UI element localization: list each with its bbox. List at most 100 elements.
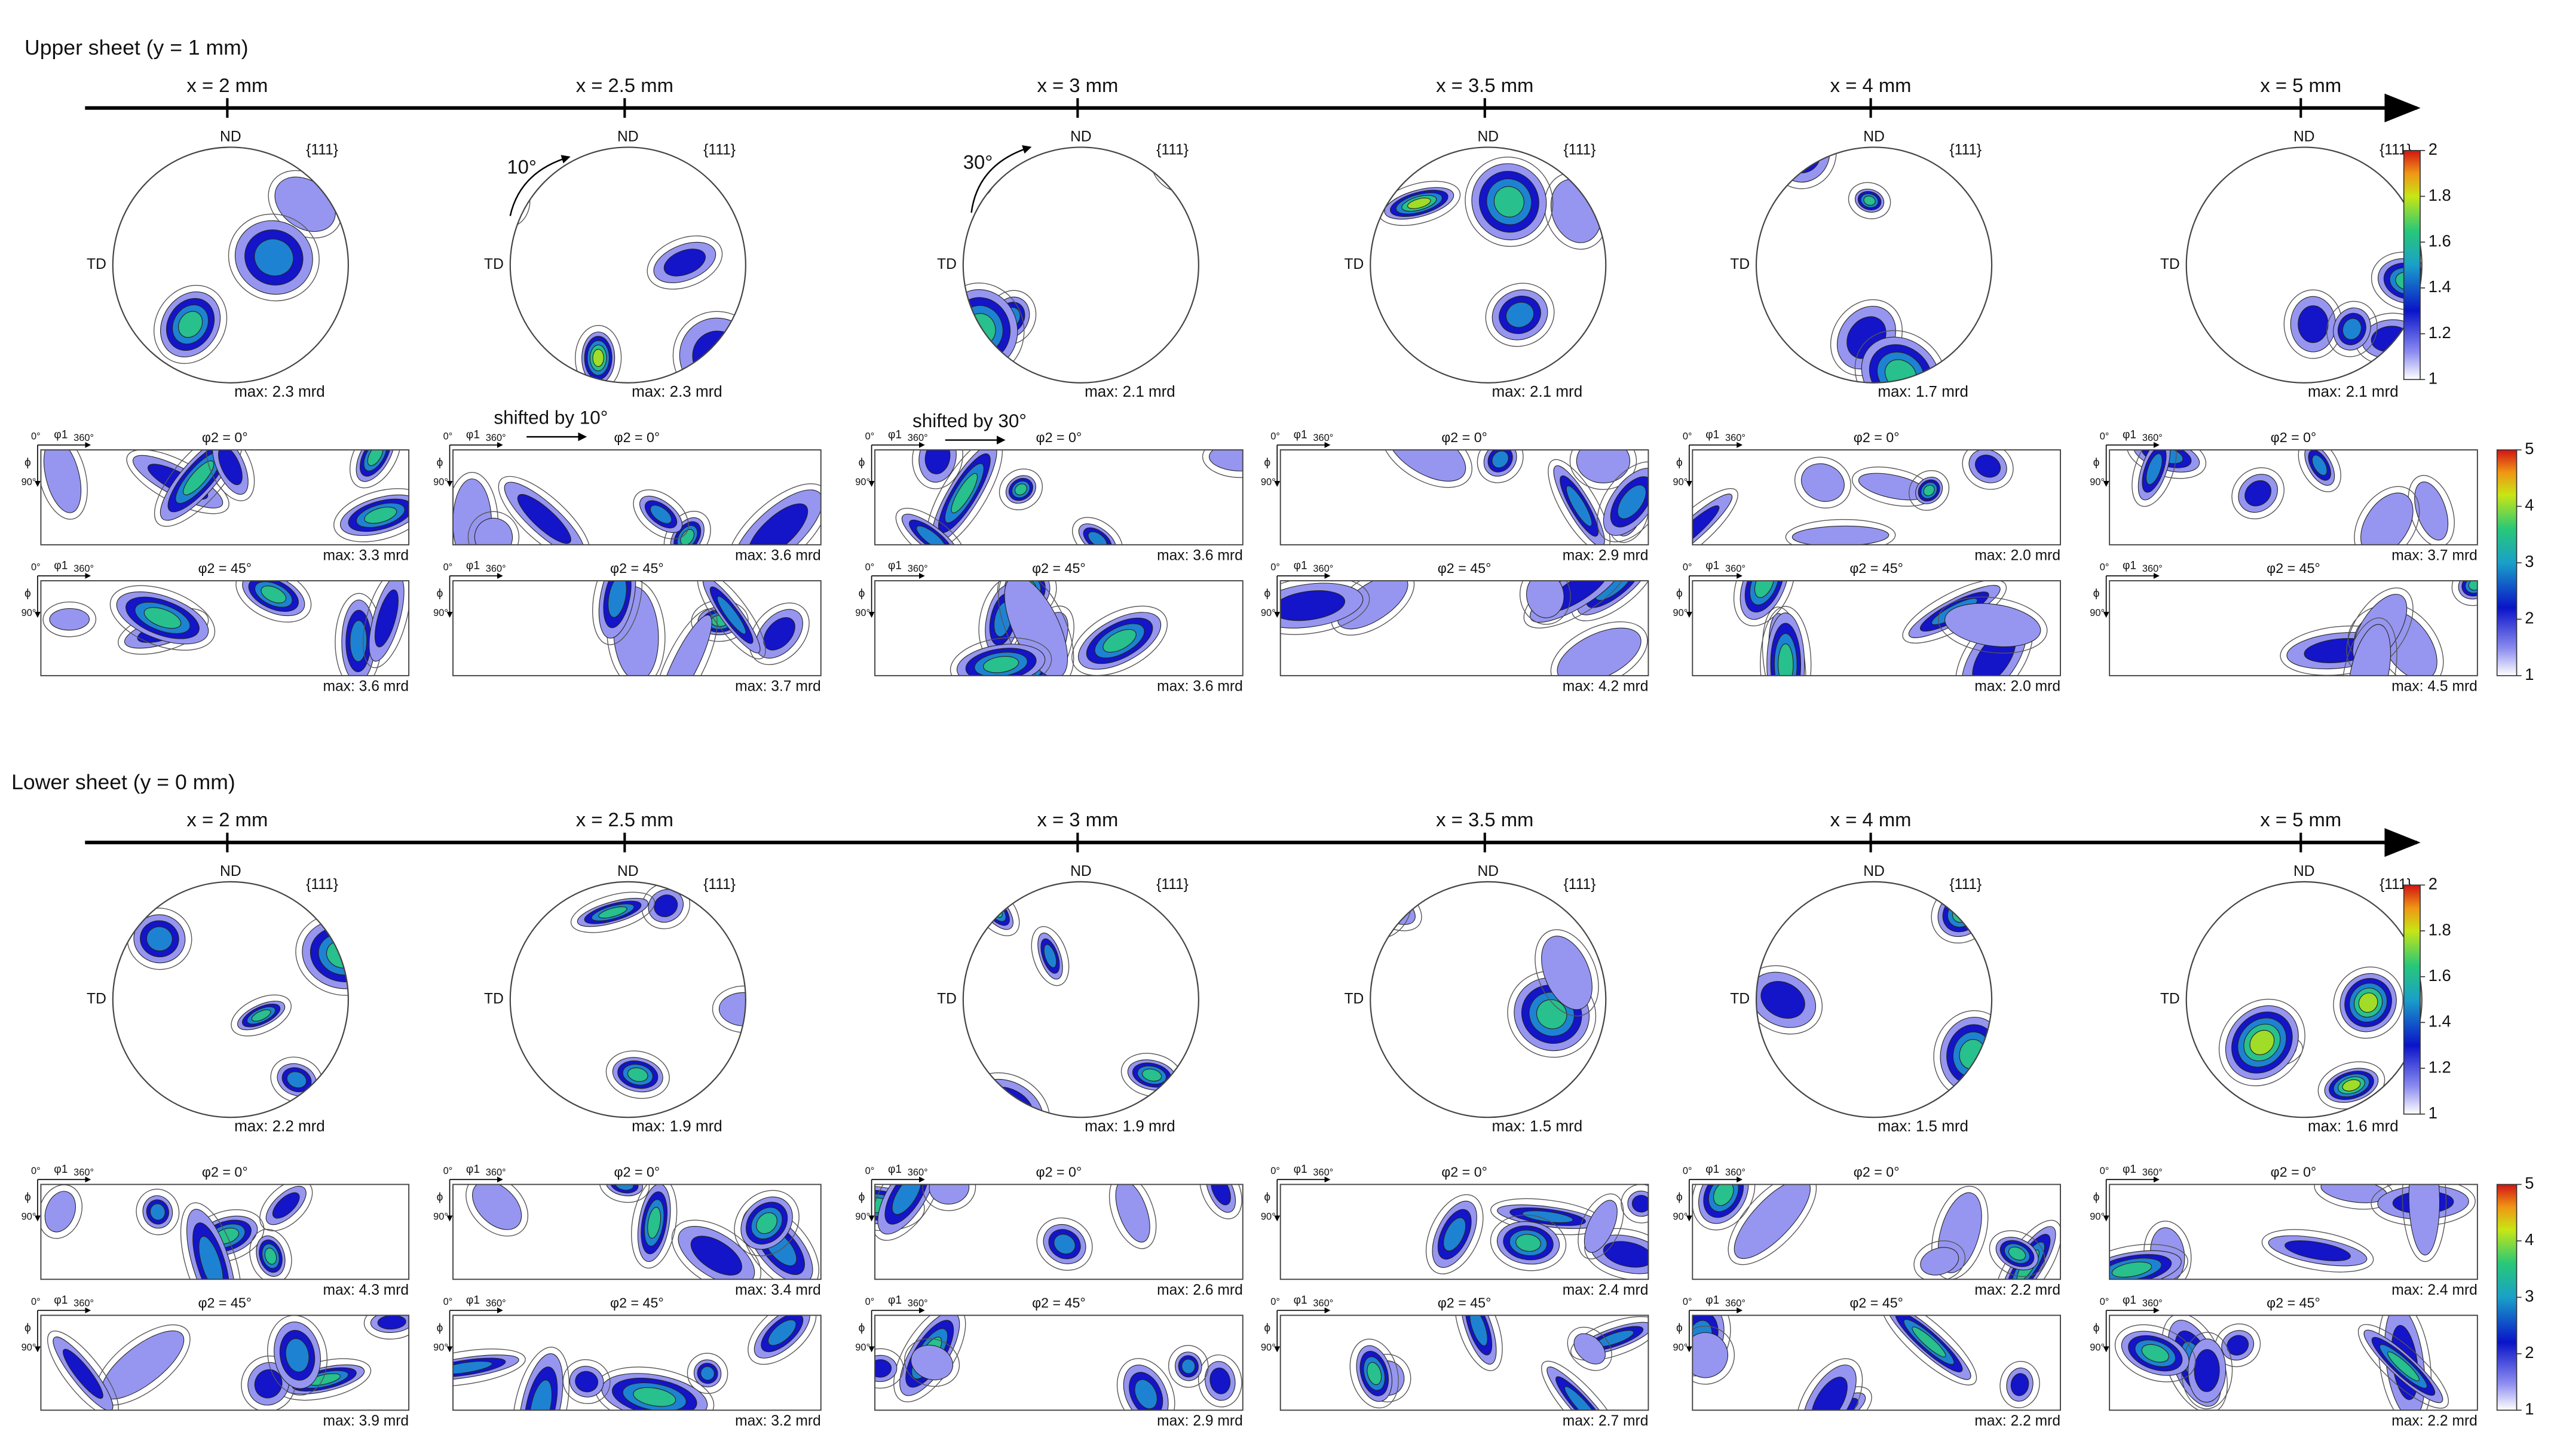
contour-outline [647,235,723,290]
contour [1515,1234,1541,1252]
contour [924,450,951,474]
odf-phi2-label: φ2 = 0° [1854,430,1900,445]
odf-axis-phi1: φ1 [888,428,902,441]
contour-outline [467,511,520,545]
contour [650,505,672,524]
contour [1754,581,1775,598]
pole-figure-background [963,881,1199,1118]
contour-outline [998,581,1074,676]
odf-axis-end: 360° [1313,563,1333,574]
odf-border [2109,1314,2478,1411]
rotation-arrow [970,145,1032,213]
contour-outline [1071,517,1123,545]
odf-axis-end: 360° [486,1298,506,1309]
contour-outline [1380,450,1472,488]
contour [1443,1217,1466,1252]
odf-axis-phi1: φ1 [1705,1294,1719,1307]
odf-section [1692,1184,2061,1280]
odf-section [1280,1315,1649,1411]
odf-axis-phi: ϕ [2093,456,2100,469]
contour-outline [1728,1184,1817,1265]
nd-label: ND [1863,863,1885,879]
odf-max-label: max: 4.2 mrd [1563,679,1649,695]
contour [1584,1200,1618,1253]
odf-axis-end: 360° [1725,433,1745,443]
odf-axis-phi1: φ1 [54,559,68,572]
contour-outline [1913,1240,1966,1280]
pole-figure [1370,147,1606,383]
contour [659,614,712,676]
odf-axis-phi1: φ1 [1705,428,1719,441]
plane-label: {111} [703,876,736,893]
odf-axis-phi1: φ1 [466,1294,480,1307]
odf-axis-end: 360° [486,433,506,443]
odf-axis-phi: ϕ [1264,587,1270,600]
colorbar-tick-label: 4 [2525,496,2534,514]
contour [149,1203,166,1221]
odf-max-label: max: 2.2 mrd [1974,1413,2060,1429]
plane-label: {111} [1564,142,1596,158]
contour [2298,305,2329,344]
odf-axis-phi-end: 90° [2090,1212,2105,1222]
odf-section [875,581,1243,676]
odf-axis-phi1: φ1 [888,559,902,572]
contour [1760,981,1805,1019]
nd-label: ND [1477,129,1499,145]
contour-outline [1854,330,1947,383]
contour-outline [1280,581,1370,635]
odf-phi2-label: φ2 = 0° [1036,1164,1082,1179]
odf-axis-end: 360° [908,1298,928,1309]
contour [654,894,678,918]
pole-figure [2186,147,2422,383]
plane-label: {111} [1949,876,1982,893]
contour [1920,1247,1959,1276]
odf-axis-phi-end: 90° [2090,477,2105,488]
contour [1141,1068,1162,1082]
pole-figure-border [1370,881,1607,1118]
contour [763,617,795,651]
odf-phi2-label: φ2 = 45° [2267,1295,2320,1310]
odf-max-label: max: 3.6 mrd [323,679,409,695]
rotation-label: 30° [963,151,993,173]
section: Upper sheet (y = 1 mm) x = 2 mm ND {111} TD m… [22,36,2534,695]
nd-label: ND [1070,863,1092,879]
odf-border [2109,449,2478,545]
contour-outline [154,284,228,364]
contour-outline [235,581,312,623]
odf-phi2-label: φ2 = 0° [1441,1164,1487,1179]
pole-figure-border [112,146,349,384]
pole-max-label: max: 1.5 mrd [1878,1117,1968,1135]
contour [1493,186,1524,217]
contour-outline [1570,1316,1649,1361]
pole-figure-background [1756,147,1992,383]
contour-outline [2114,1324,2196,1383]
contour-outline [895,507,967,545]
nd-label: ND [617,129,639,145]
contour-outline [592,581,643,645]
contour-outline [749,602,810,666]
contour [1526,581,1564,618]
contour-outline [2402,1184,2447,1262]
odf-phi2-label: φ2 = 0° [614,1164,660,1179]
pole-max-label: max: 1.6 mrd [2308,1117,2399,1135]
contour-outline [904,1338,960,1387]
contour [183,460,215,495]
odf-axis-phi: ϕ [437,456,443,469]
contour-outline [1202,450,1243,479]
contour-outline [228,213,320,302]
nd-label: ND [220,863,241,879]
odf-axis-phi1: φ1 [54,428,68,441]
contour [2408,1184,2440,1256]
odf-max-label: max: 2.2 mrd [1974,1282,2060,1298]
odf-axis-phi-end: 90° [1261,608,1276,618]
odf-axis-origin: 0° [1270,562,1280,572]
odf-axis-origin: 0° [443,1166,453,1176]
contour [1367,1362,1382,1386]
contour [2342,318,2362,340]
odf-axis-origin: 0° [2100,562,2109,572]
x-label: x = 3 mm [1037,808,1118,830]
odf-axis-end: 360° [1725,1167,1745,1178]
contour [44,1191,76,1233]
odf-max-label: max: 3.7 mrd [2391,547,2477,563]
colorbar-tick-label: 5 [2525,1174,2534,1193]
